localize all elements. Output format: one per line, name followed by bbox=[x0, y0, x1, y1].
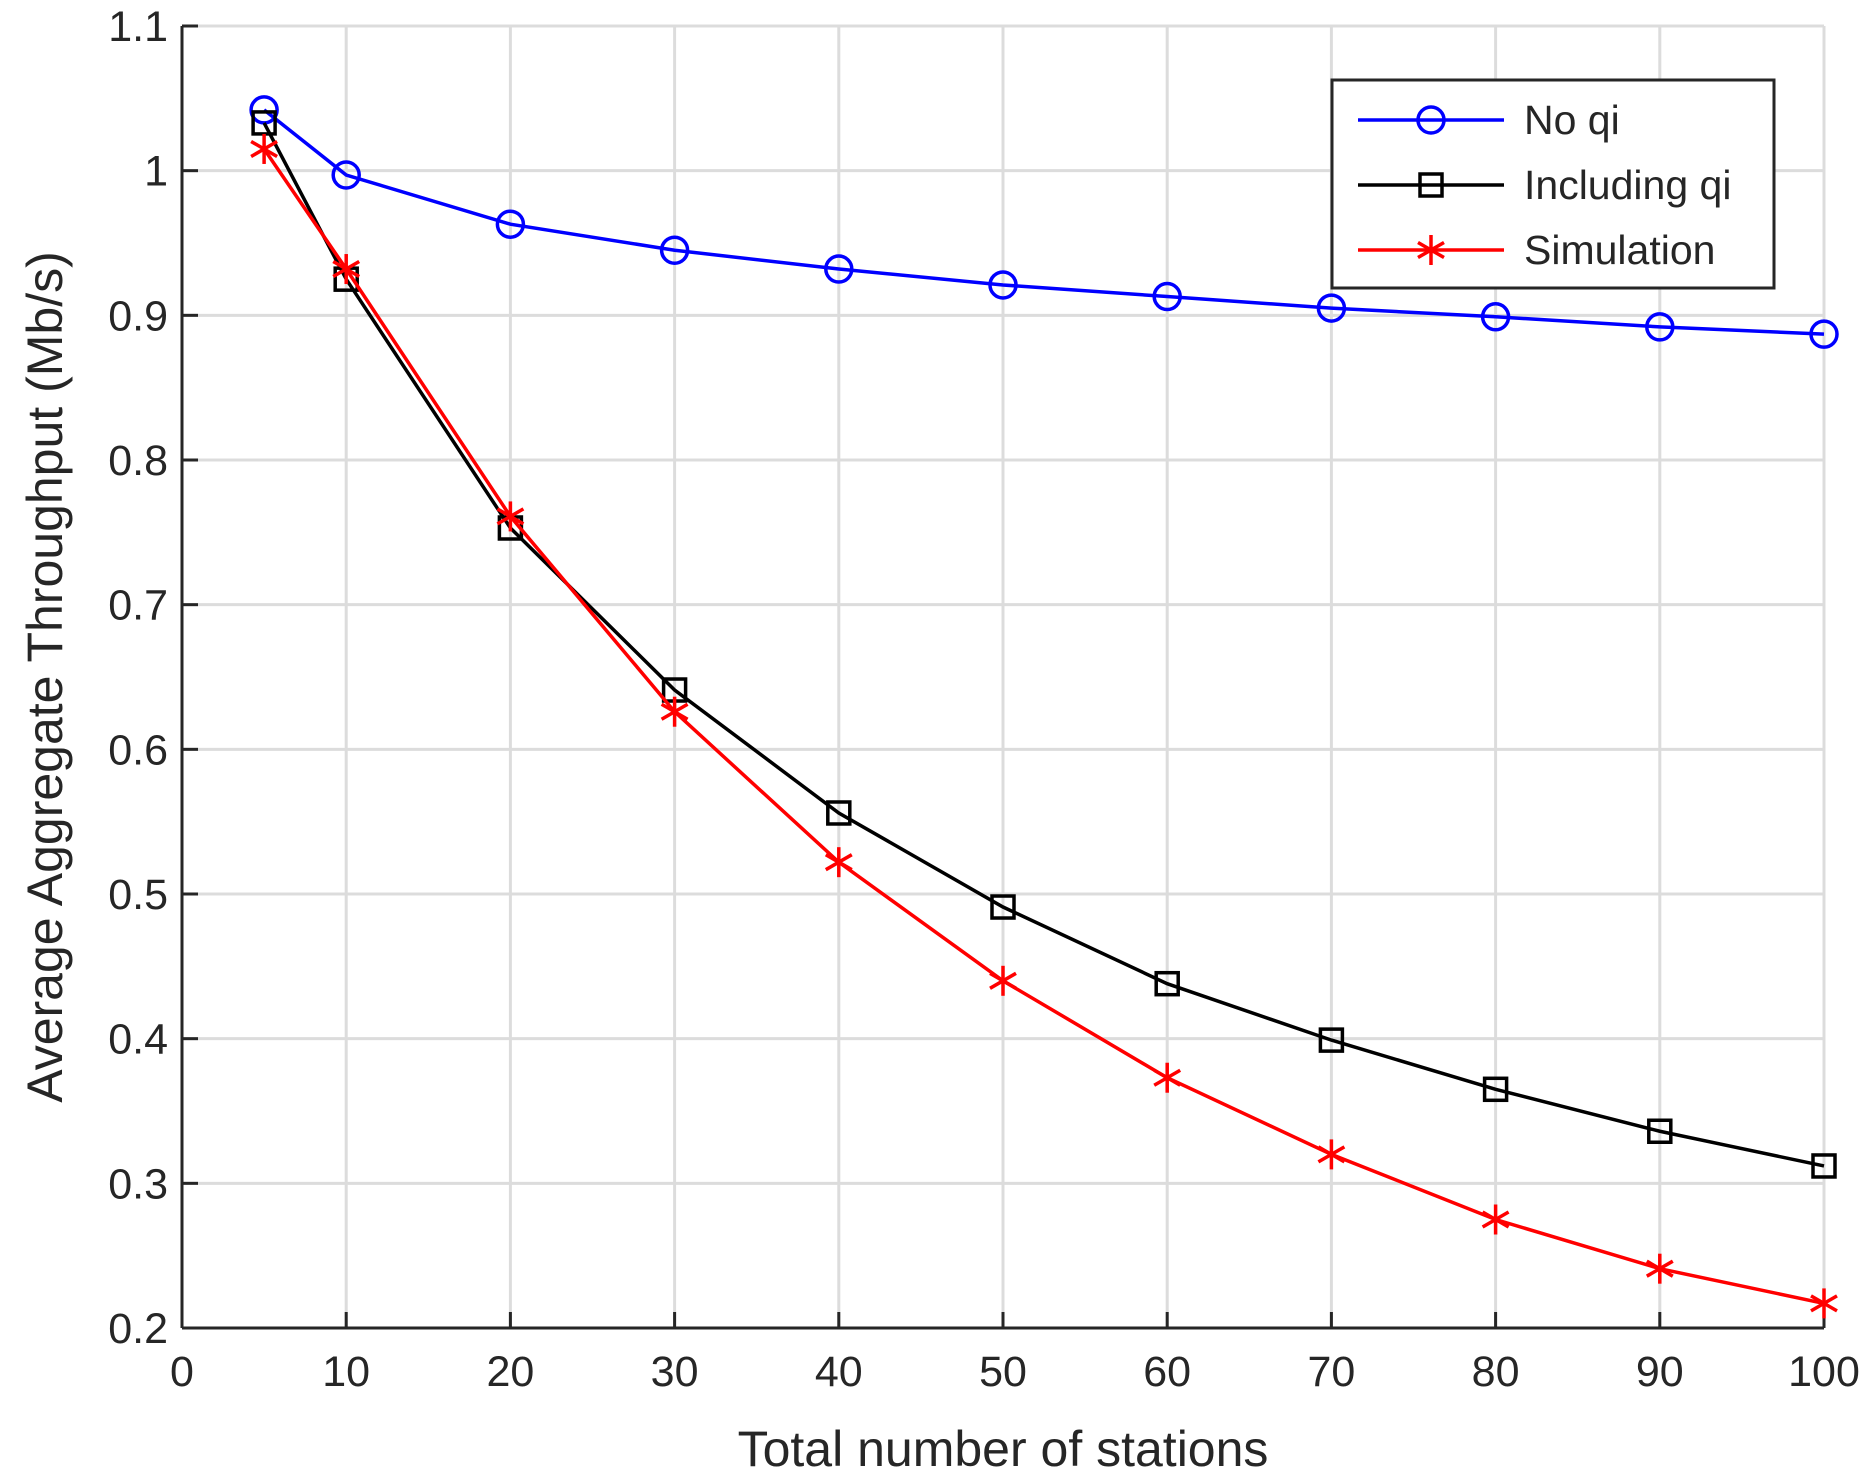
data-point-including-qi bbox=[251, 110, 277, 136]
data-point-no-qi bbox=[495, 209, 526, 239]
legend-marker-simulation bbox=[1417, 235, 1445, 265]
data-point-simulation bbox=[496, 501, 525, 532]
x-tick-label: 10 bbox=[322, 1348, 370, 1396]
data-point-no-qi bbox=[249, 95, 279, 125]
series-simulation bbox=[250, 133, 1838, 1319]
data-point-including-qi bbox=[1482, 1076, 1509, 1103]
y-tick-label: 0.4 bbox=[108, 1016, 168, 1064]
x-tick-label: 20 bbox=[486, 1348, 534, 1396]
data-point-simulation bbox=[332, 254, 361, 285]
data-point-no-qi bbox=[659, 235, 690, 265]
data-point-no-qi bbox=[1480, 302, 1511, 332]
y-tick-label: 1.1 bbox=[108, 3, 168, 51]
data-point-simulation bbox=[250, 133, 278, 164]
x-tick-label: 100 bbox=[1788, 1348, 1860, 1396]
data-point-no-qi bbox=[1645, 312, 1675, 342]
x-tick-label: 30 bbox=[651, 1348, 699, 1396]
legend-label-including-qi: Including qi bbox=[1524, 162, 1731, 208]
data-point-including-qi bbox=[1811, 1153, 1837, 1179]
tick-labels: 0 10 20 30 40 50 60 70 80 90 100 0.2 0.3 0.4 0.5 0.6 0.7… bbox=[108, 3, 1860, 1396]
data-point-no-qi bbox=[1316, 293, 1347, 323]
series-line-no-qi bbox=[263, 108, 1825, 336]
data-point-simulation bbox=[1481, 1204, 1510, 1235]
data-point-no-qi bbox=[331, 160, 361, 190]
x-tick-label: 50 bbox=[979, 1348, 1027, 1396]
data-point-including-qi bbox=[1647, 1118, 1673, 1145]
y-tick-label: 0.7 bbox=[108, 582, 168, 630]
legend-marker-including-qi bbox=[1418, 172, 1444, 198]
y-tick-label: 0.9 bbox=[108, 292, 168, 340]
series-line-including-qi bbox=[262, 122, 1825, 1168]
axes bbox=[180, 24, 1826, 1330]
x-tick-label: 0 bbox=[170, 1348, 194, 1396]
data-point-including-qi bbox=[1154, 970, 1180, 997]
legend-label-no-qi: No qi bbox=[1524, 97, 1620, 143]
legend-item-simulation: Simulation bbox=[1358, 227, 1715, 273]
data-point-simulation bbox=[989, 965, 1017, 996]
x-tick-label: 70 bbox=[1307, 1348, 1355, 1396]
data-point-including-qi bbox=[826, 800, 852, 826]
data-point-no-qi bbox=[1152, 281, 1182, 312]
y-tick-label: 0.5 bbox=[108, 871, 168, 919]
legend-item-including-qi: Including qi bbox=[1358, 162, 1731, 208]
data-point-including-qi bbox=[990, 894, 1016, 920]
data-point-no-qi bbox=[824, 254, 854, 284]
data-point-simulation bbox=[1317, 1139, 1346, 1170]
legend-marker-no-qi bbox=[1416, 105, 1446, 135]
y-tick-label: 0.2 bbox=[108, 1305, 168, 1353]
data-point-simulation bbox=[1645, 1253, 1674, 1284]
x-tick-label: 40 bbox=[815, 1348, 863, 1396]
y-tick-label: 0.8 bbox=[108, 437, 168, 485]
data-point-no-qi bbox=[1809, 319, 1839, 349]
data-point-including-qi bbox=[1318, 1027, 1345, 1053]
legend-label-simulation: Simulation bbox=[1524, 227, 1715, 273]
legend: No qi Including qi Simulation bbox=[1330, 78, 1776, 290]
series-group bbox=[249, 95, 1839, 1319]
x-tick-label: 90 bbox=[1636, 1348, 1684, 1396]
y-axis-label: Average Aggregate Throughput (Mb/s) bbox=[17, 251, 73, 1102]
data-point-simulation bbox=[824, 847, 853, 878]
series-including-qi bbox=[251, 110, 1837, 1179]
data-point-simulation bbox=[660, 696, 689, 727]
y-tick-label: 1 bbox=[144, 148, 168, 196]
series-no-qi bbox=[249, 95, 1839, 349]
x-axis-label: Total number of stations bbox=[738, 1421, 1269, 1477]
data-point-simulation bbox=[1810, 1288, 1838, 1319]
y-tick-label: 0.3 bbox=[108, 1160, 168, 1208]
data-point-no-qi bbox=[988, 270, 1018, 300]
data-point-simulation bbox=[1153, 1062, 1182, 1093]
x-tick-label: 80 bbox=[1472, 1348, 1520, 1396]
y-tick-label: 0.6 bbox=[108, 726, 168, 774]
x-tick-label: 60 bbox=[1143, 1348, 1191, 1396]
legend-item-no-qi: No qi bbox=[1358, 97, 1620, 143]
